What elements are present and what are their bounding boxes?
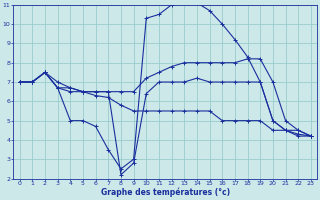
X-axis label: Graphe des températures (°c): Graphe des températures (°c) bbox=[101, 188, 230, 197]
